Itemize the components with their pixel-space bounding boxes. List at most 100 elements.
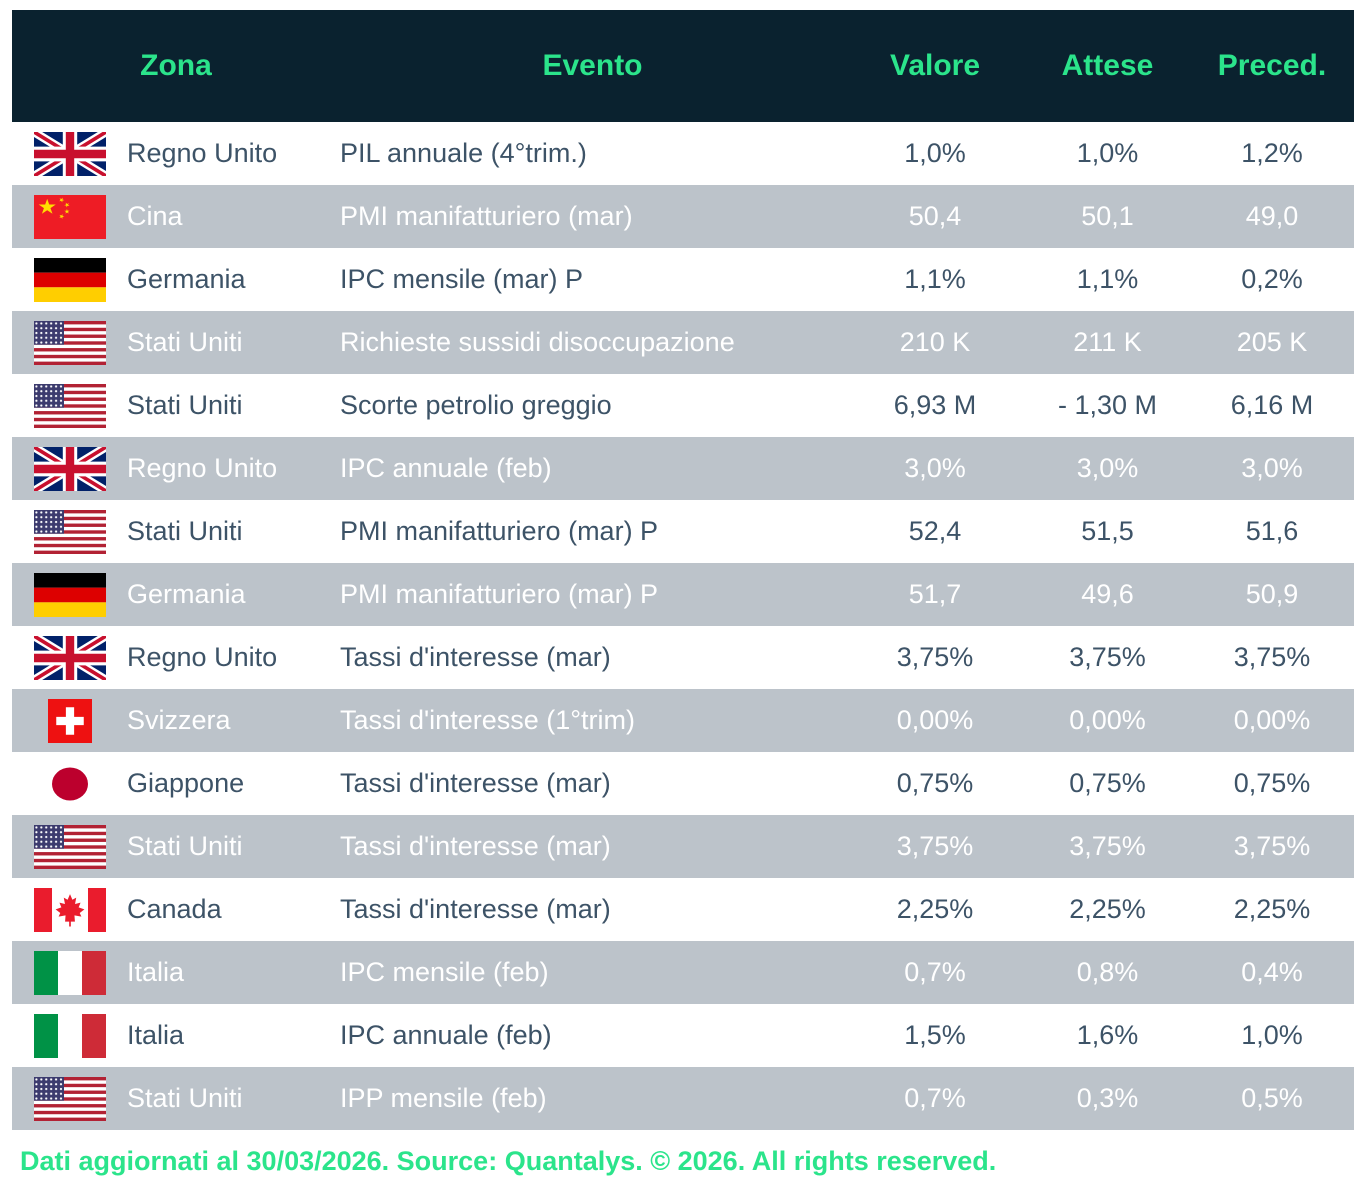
- expected-cell: 0,75%: [1069, 768, 1146, 798]
- flag-cell: [12, 573, 127, 617]
- zone-label: Regno Unito: [127, 138, 278, 168]
- zone-label: Italia: [127, 957, 185, 987]
- flag-cell: [12, 447, 127, 491]
- expected-cell: 2,25%: [1069, 894, 1146, 924]
- zone-label: Giappone: [127, 768, 245, 798]
- expected-cell: 0,3%: [1076, 1083, 1139, 1113]
- table-row: Stati Uniti Tassi d'interesse (mar) 3,75…: [12, 815, 1354, 878]
- flag-cell: [12, 195, 127, 239]
- flag-cell: [12, 384, 127, 428]
- table-row: Stati Uniti IPP mensile (feb) 0,7% 0,3% …: [12, 1067, 1354, 1130]
- column-header-valore: Valore: [889, 49, 981, 82]
- event-table-body: Regno Unito PIL annuale (4°trim.) 1,0% 1…: [12, 122, 1354, 1130]
- table-row: Canada Tassi d'interesse (mar) 2,25% 2,2…: [12, 878, 1354, 941]
- usa-flag-icon: [34, 825, 106, 869]
- flag-cell: [12, 888, 127, 932]
- column-header-zona: Zona: [140, 49, 212, 82]
- previous-cell: 6,16 M: [1230, 390, 1314, 420]
- event-label: IPC mensile (feb): [340, 957, 549, 987]
- flag-cell: [12, 132, 127, 176]
- event-label: PMI manifatturiero (mar) P: [340, 579, 659, 609]
- table-row: Stati Uniti Richieste sussidi disoccupaz…: [12, 311, 1354, 374]
- japan-flag-icon: [34, 762, 106, 806]
- expected-cell: 50,1: [1081, 201, 1134, 231]
- germany-flag-icon: [34, 573, 106, 617]
- previous-cell: 2,25%: [1233, 894, 1311, 924]
- previous-cell: 205 K: [1236, 327, 1308, 357]
- uk-flag-icon: [34, 447, 106, 491]
- zone-label: Germania: [127, 264, 246, 294]
- zone-label: Stati Uniti: [127, 1083, 243, 1113]
- value-cell: 3,0%: [904, 453, 966, 483]
- flag-cell: [12, 321, 127, 365]
- usa-flag-icon: [34, 384, 106, 428]
- previous-cell: 0,5%: [1241, 1083, 1303, 1113]
- zone-label: Stati Uniti: [127, 327, 243, 357]
- expected-cell: 0,8%: [1076, 957, 1139, 987]
- economic-calendar-table: Zona Evento Valore Attese Preced. Regno …: [12, 10, 1354, 1130]
- column-header-preced: Preced.: [1217, 49, 1327, 82]
- flag-cell: [12, 510, 127, 554]
- table-row: Germania PMI manifatturiero (mar) P 51,7…: [12, 563, 1354, 626]
- table-row: Giappone Tassi d'interesse (mar) 0,75% 0…: [12, 752, 1354, 815]
- table-row: Cina PMI manifatturiero (mar) 50,4 50,1 …: [12, 185, 1354, 248]
- table-row: Stati Uniti PMI manifatturiero (mar) P 5…: [12, 500, 1354, 563]
- previous-cell: 3,75%: [1233, 642, 1311, 672]
- previous-cell: 1,2%: [1241, 138, 1303, 168]
- event-label: IPC annuale (feb): [340, 1020, 552, 1050]
- zone-label: Cina: [127, 201, 183, 231]
- previous-cell: 50,9: [1245, 579, 1299, 609]
- zone-label: Regno Unito: [127, 642, 278, 672]
- event-label: Tassi d'interesse (mar): [340, 768, 611, 798]
- expected-cell: 1,1%: [1076, 264, 1139, 294]
- germany-flag-icon: [34, 258, 106, 302]
- previous-cell: 3,0%: [1241, 453, 1303, 483]
- zone-label: Regno Unito: [127, 453, 278, 483]
- expected-cell: 0,00%: [1069, 705, 1146, 735]
- usa-flag-icon: [34, 321, 106, 365]
- flag-cell: [12, 1077, 127, 1121]
- event-label: Tassi d'interesse (1°trim): [340, 705, 636, 735]
- event-label: IPC annuale (feb): [340, 453, 552, 483]
- zone-label: Italia: [127, 1020, 185, 1050]
- event-label: PIL annuale (4°trim.): [340, 138, 587, 168]
- uk-flag-icon: [34, 132, 106, 176]
- previous-cell: 51,6: [1245, 516, 1299, 546]
- value-cell: 6,93 M: [893, 390, 977, 420]
- column-header-evento: Evento: [542, 49, 643, 82]
- previous-cell: 0,4%: [1241, 957, 1303, 987]
- previous-cell: 0,2%: [1241, 264, 1303, 294]
- footer-note: Dati aggiornati al 30/03/2026. Source: Q…: [20, 1146, 997, 1176]
- expected-cell: 3,75%: [1069, 642, 1146, 672]
- flag-cell: [12, 1014, 127, 1058]
- table-row: Germania IPC mensile (mar) P 1,1% 1,1% 0…: [12, 248, 1354, 311]
- uk-flag-icon: [34, 636, 106, 680]
- value-cell: 0,00%: [896, 705, 974, 735]
- table-header-row: Zona Evento Valore Attese Preced.: [12, 10, 1354, 122]
- previous-cell: 0,00%: [1233, 705, 1311, 735]
- flag-cell: [12, 951, 127, 995]
- value-cell: 3,75%: [896, 642, 974, 672]
- usa-flag-icon: [34, 510, 106, 554]
- china-flag-icon: [34, 195, 106, 239]
- event-label: Tassi d'interesse (mar): [340, 894, 611, 924]
- value-cell: 1,5%: [904, 1020, 966, 1050]
- table-row: Stati Uniti Scorte petrolio greggio 6,93…: [12, 374, 1354, 437]
- value-cell: 0,7%: [904, 957, 966, 987]
- value-cell: 0,7%: [904, 1083, 966, 1113]
- value-cell: 0,75%: [896, 768, 974, 798]
- value-cell: 1,1%: [904, 264, 966, 294]
- expected-cell: 1,0%: [1076, 138, 1139, 168]
- value-cell: 3,75%: [896, 831, 974, 861]
- italy-flag-icon: [34, 951, 106, 995]
- event-label: Tassi d'interesse (mar): [340, 831, 611, 861]
- flag-cell: [12, 825, 127, 869]
- expected-cell: 49,6: [1081, 579, 1134, 609]
- zone-label: Svizzera: [127, 705, 231, 735]
- value-cell: 52,4: [908, 516, 962, 546]
- event-label: PMI manifatturiero (mar) P: [340, 516, 659, 546]
- expected-cell: 51,5: [1081, 516, 1134, 546]
- value-cell: 2,25%: [896, 894, 974, 924]
- previous-cell: 0,75%: [1233, 768, 1311, 798]
- expected-cell: 1,6%: [1076, 1020, 1139, 1050]
